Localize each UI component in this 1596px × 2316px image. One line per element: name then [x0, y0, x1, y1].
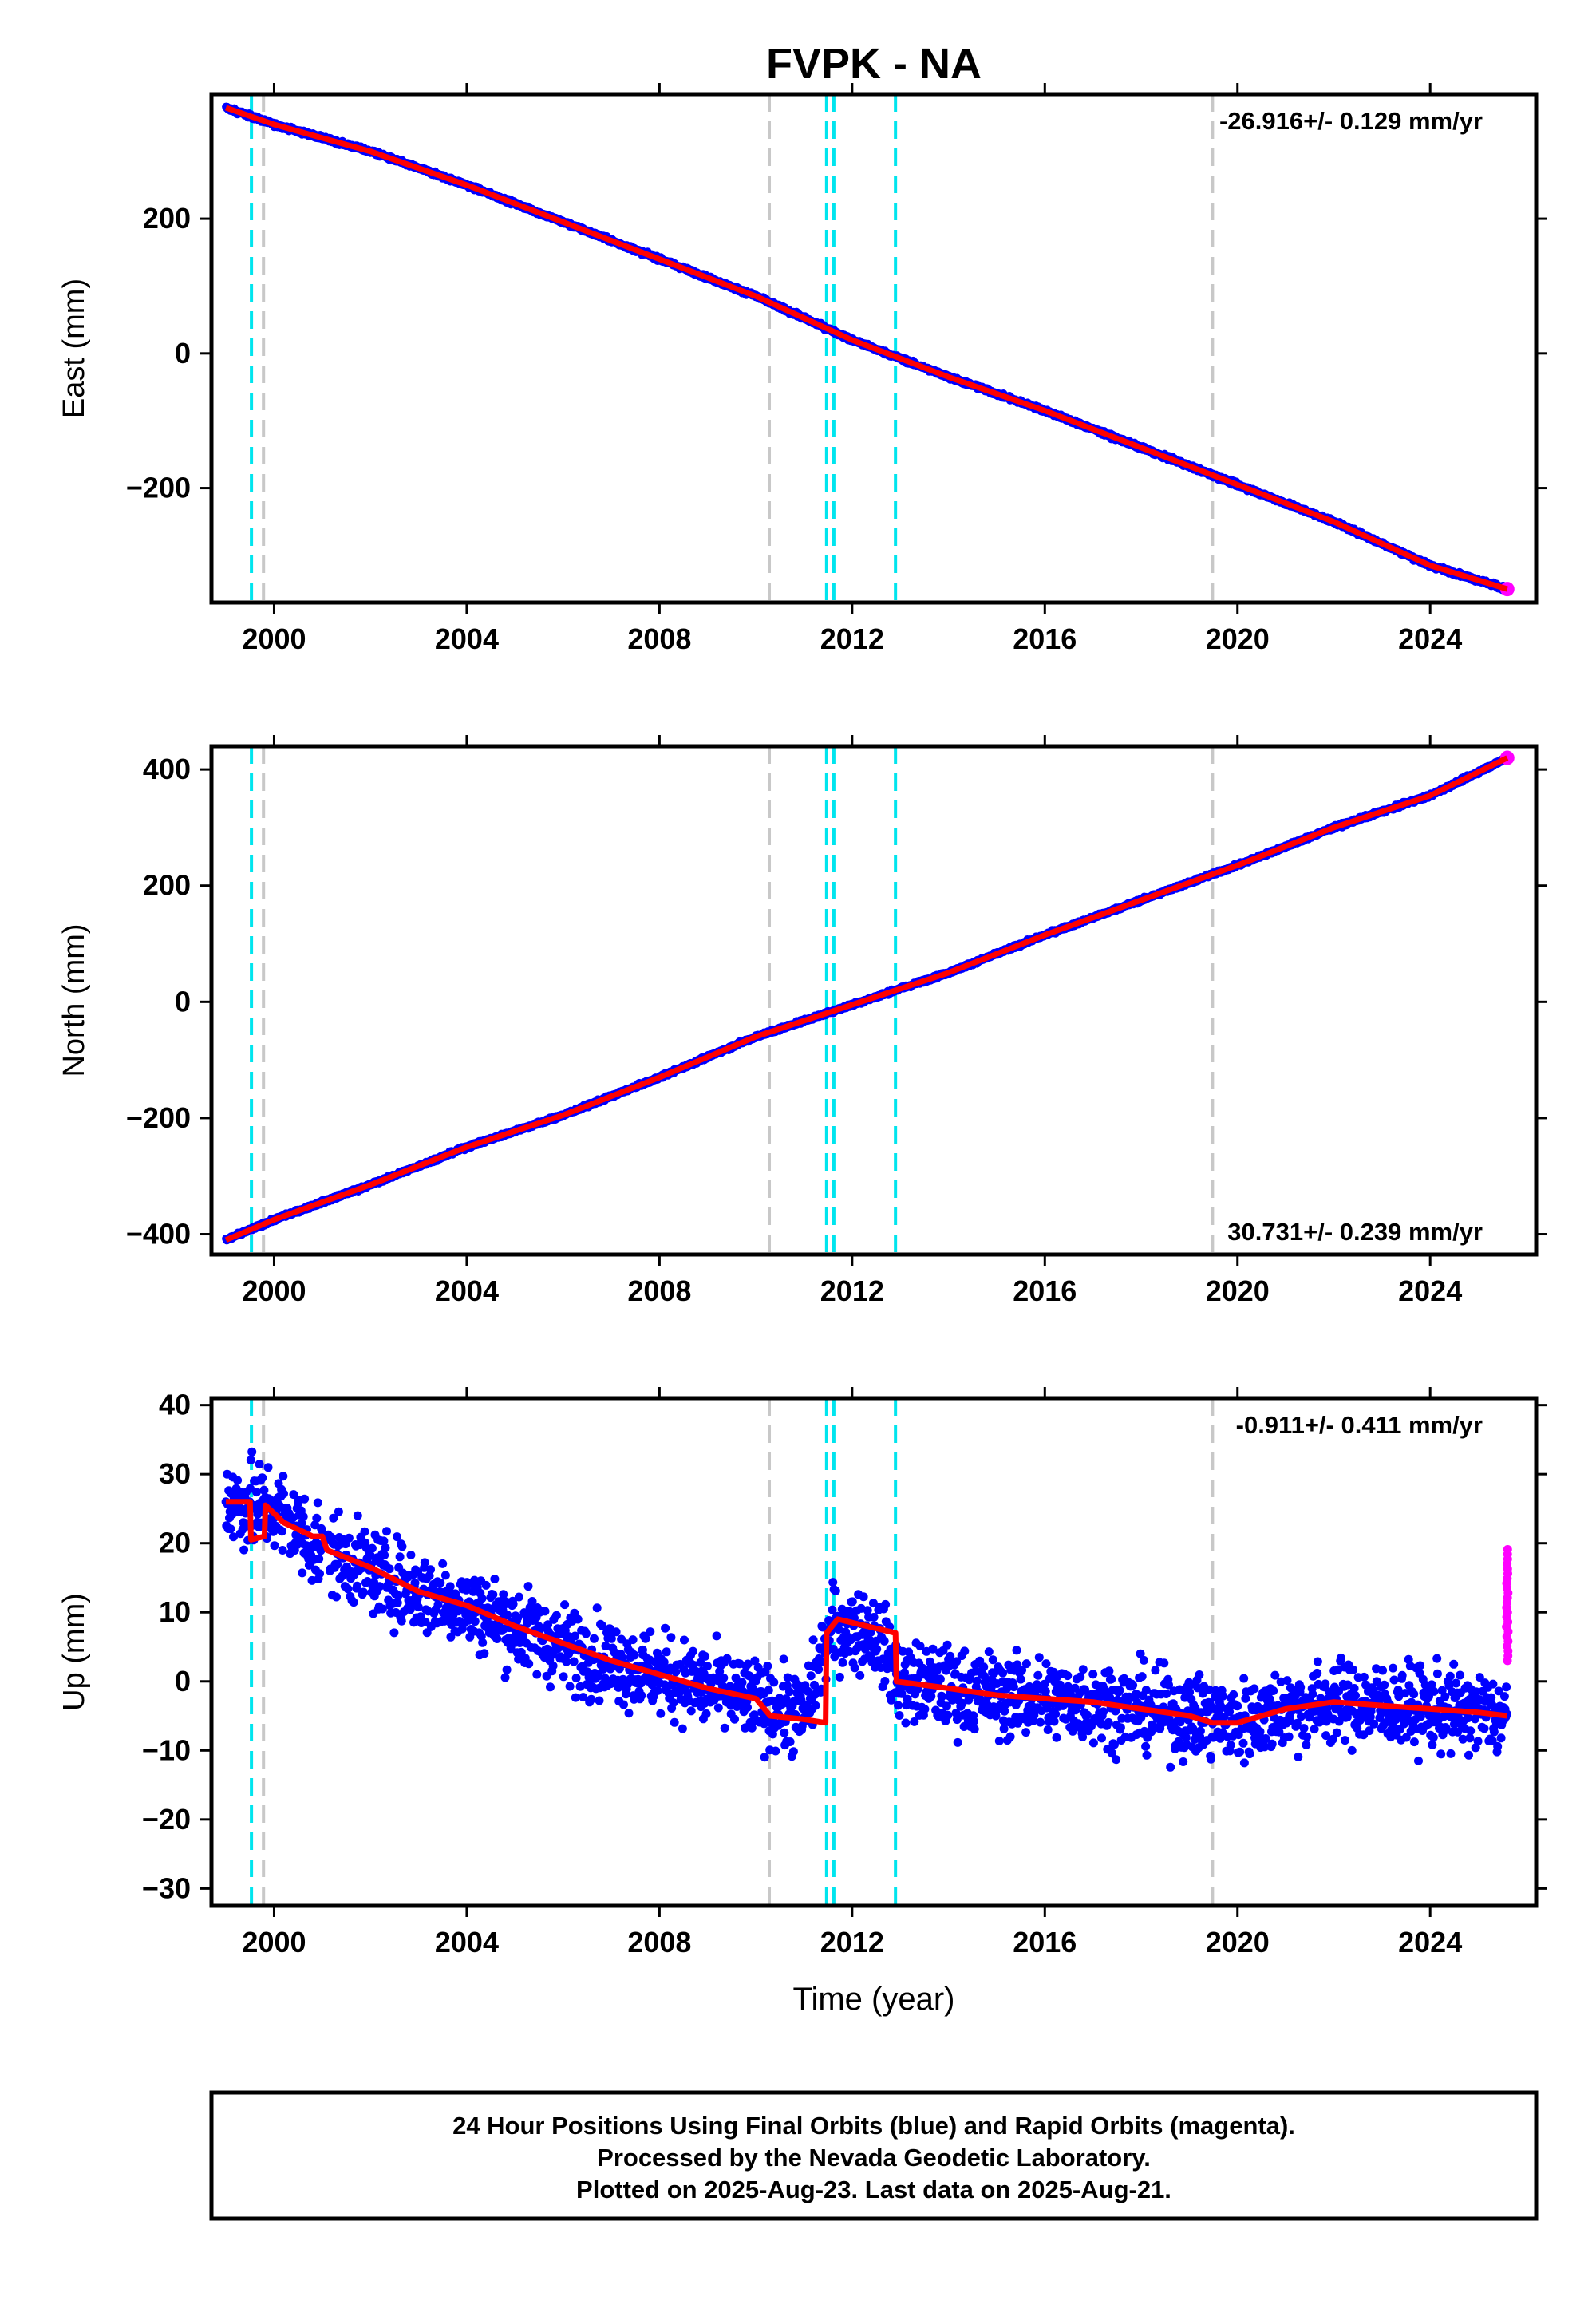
figure-title: FVPK - NA: [766, 40, 982, 88]
x-tick-label: 2000: [242, 622, 306, 655]
north-panel: 2000 2004 2008 2012 2016 2020 2024−400−2000200…: [57, 735, 1547, 1307]
plot-area: [222, 102, 1515, 597]
y-tick-label: −200: [126, 472, 191, 504]
x-tick-label: 2024: [1398, 622, 1462, 655]
x-tick-label: 2016: [1013, 622, 1077, 655]
x-tick-label: 2012: [820, 622, 884, 655]
x-tick-label: 2020: [1206, 622, 1270, 655]
x-tick-label: 2008: [627, 622, 691, 655]
east-panel: 2000 2004 2008 2012 2016 2020 2024 −200 0 200 East…: [57, 83, 1547, 655]
plot-frame: [209, 92, 1539, 605]
model-trend-line: [224, 105, 1508, 592]
rate-label: -26.916+/- 0.129 mm/yr: [1219, 107, 1483, 135]
x-tick-label: 2004: [435, 622, 499, 655]
y-axis-label: East (mm): [57, 279, 91, 418]
y-tick-label: 0: [175, 337, 191, 370]
y-tick-label: 200: [143, 202, 191, 235]
plot-area: [222, 750, 1515, 1245]
